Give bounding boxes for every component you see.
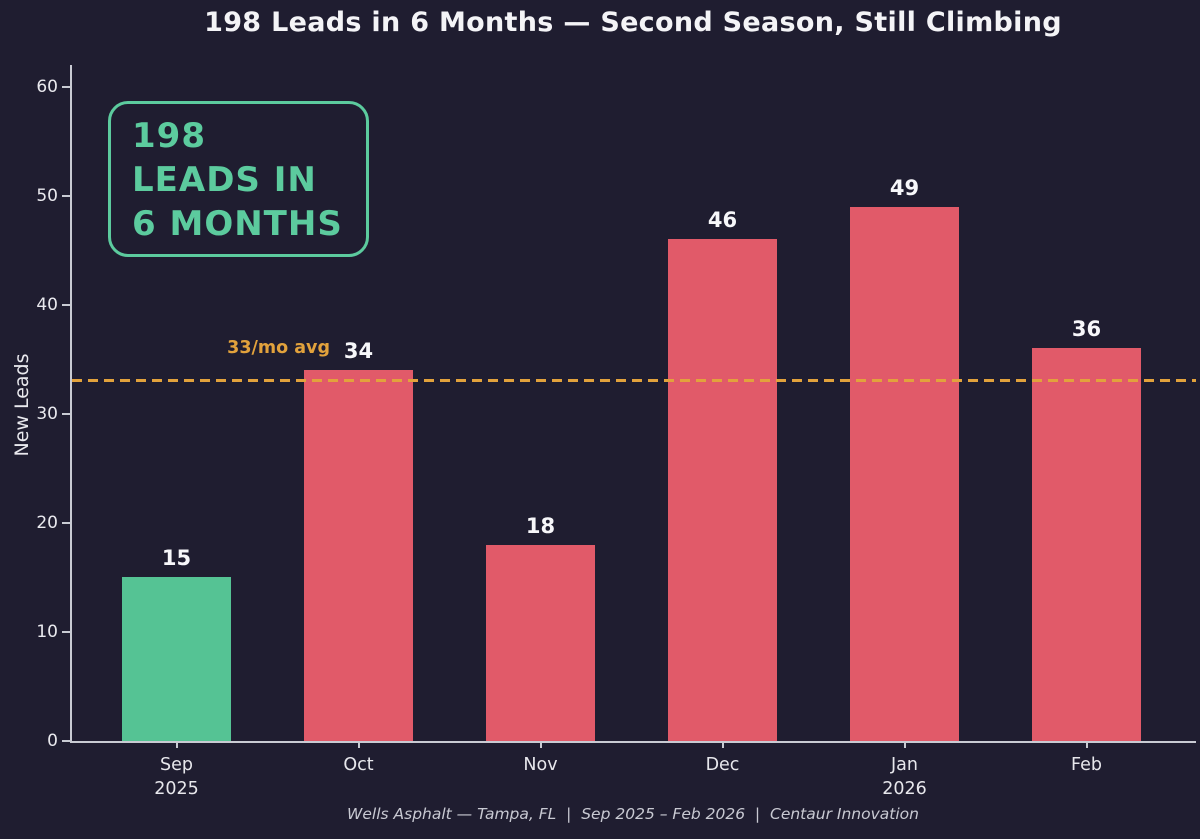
badge-line-1: 198: [132, 116, 206, 156]
x-tick-label: Oct: [343, 755, 374, 775]
bar-feb: [1032, 348, 1141, 741]
bar-dec: [668, 239, 777, 741]
bar-value-label: 18: [525, 514, 556, 538]
bar-jan-2026: [850, 207, 959, 741]
bar-value-label: 34: [343, 339, 374, 363]
x-tick: [903, 743, 906, 748]
y-tick: [62, 194, 70, 197]
plot-area: 33/mo avg 0 10 20 30 40 50 60 15 Sep 2025 34 Oct 18…: [36, 65, 1196, 799]
y-tick-label: 50: [36, 185, 58, 206]
footer-caption: Wells Asphalt — Tampa, FL | Sep 2025 – F…: [347, 805, 919, 823]
bar-oct: [304, 370, 413, 741]
x-tick-label: Feb: [1071, 755, 1102, 775]
bar-sep-2025: [122, 577, 231, 741]
y-tick: [62, 412, 70, 415]
badge-line-3: 6 MONTHS: [132, 204, 343, 244]
bar-nov: [486, 545, 595, 741]
summary-badge: 198 LEADS IN 6 MONTHS: [108, 101, 369, 257]
y-tick: [62, 630, 70, 633]
y-tick-label: 0: [47, 731, 58, 751]
x-tick: [357, 743, 360, 748]
y-tick: [62, 85, 70, 88]
y-tick-label: 20: [36, 512, 58, 533]
y-tick: [62, 303, 70, 306]
average-line: [72, 379, 1196, 383]
x-tick: [539, 743, 542, 748]
bar-value-label: 46: [707, 208, 738, 232]
x-tick-label: Sep 2025: [154, 755, 199, 799]
x-tick: [721, 743, 724, 748]
chart-title: 198 Leads in 6 Months — Second Season, S…: [204, 7, 1062, 38]
bar-value-label: 15: [161, 546, 192, 570]
y-tick-label: 10: [36, 621, 58, 642]
y-tick-label: 60: [36, 76, 58, 97]
x-tick: [1085, 743, 1088, 748]
x-tick-label: Dec: [705, 755, 740, 775]
x-tick-label: Nov: [523, 755, 558, 775]
bar-value-label: 49: [889, 176, 920, 200]
x-tick-label: Jan 2026: [882, 755, 927, 799]
x-tick: [175, 743, 178, 748]
badge-line-2: LEADS IN: [132, 160, 317, 200]
y-tick: [62, 521, 70, 524]
average-line-label: 33/mo avg: [227, 338, 330, 359]
y-tick: [62, 740, 70, 742]
bar-value-label: 36: [1071, 317, 1102, 341]
y-tick-label: 40: [36, 294, 58, 315]
y-tick-label: 30: [36, 403, 58, 424]
